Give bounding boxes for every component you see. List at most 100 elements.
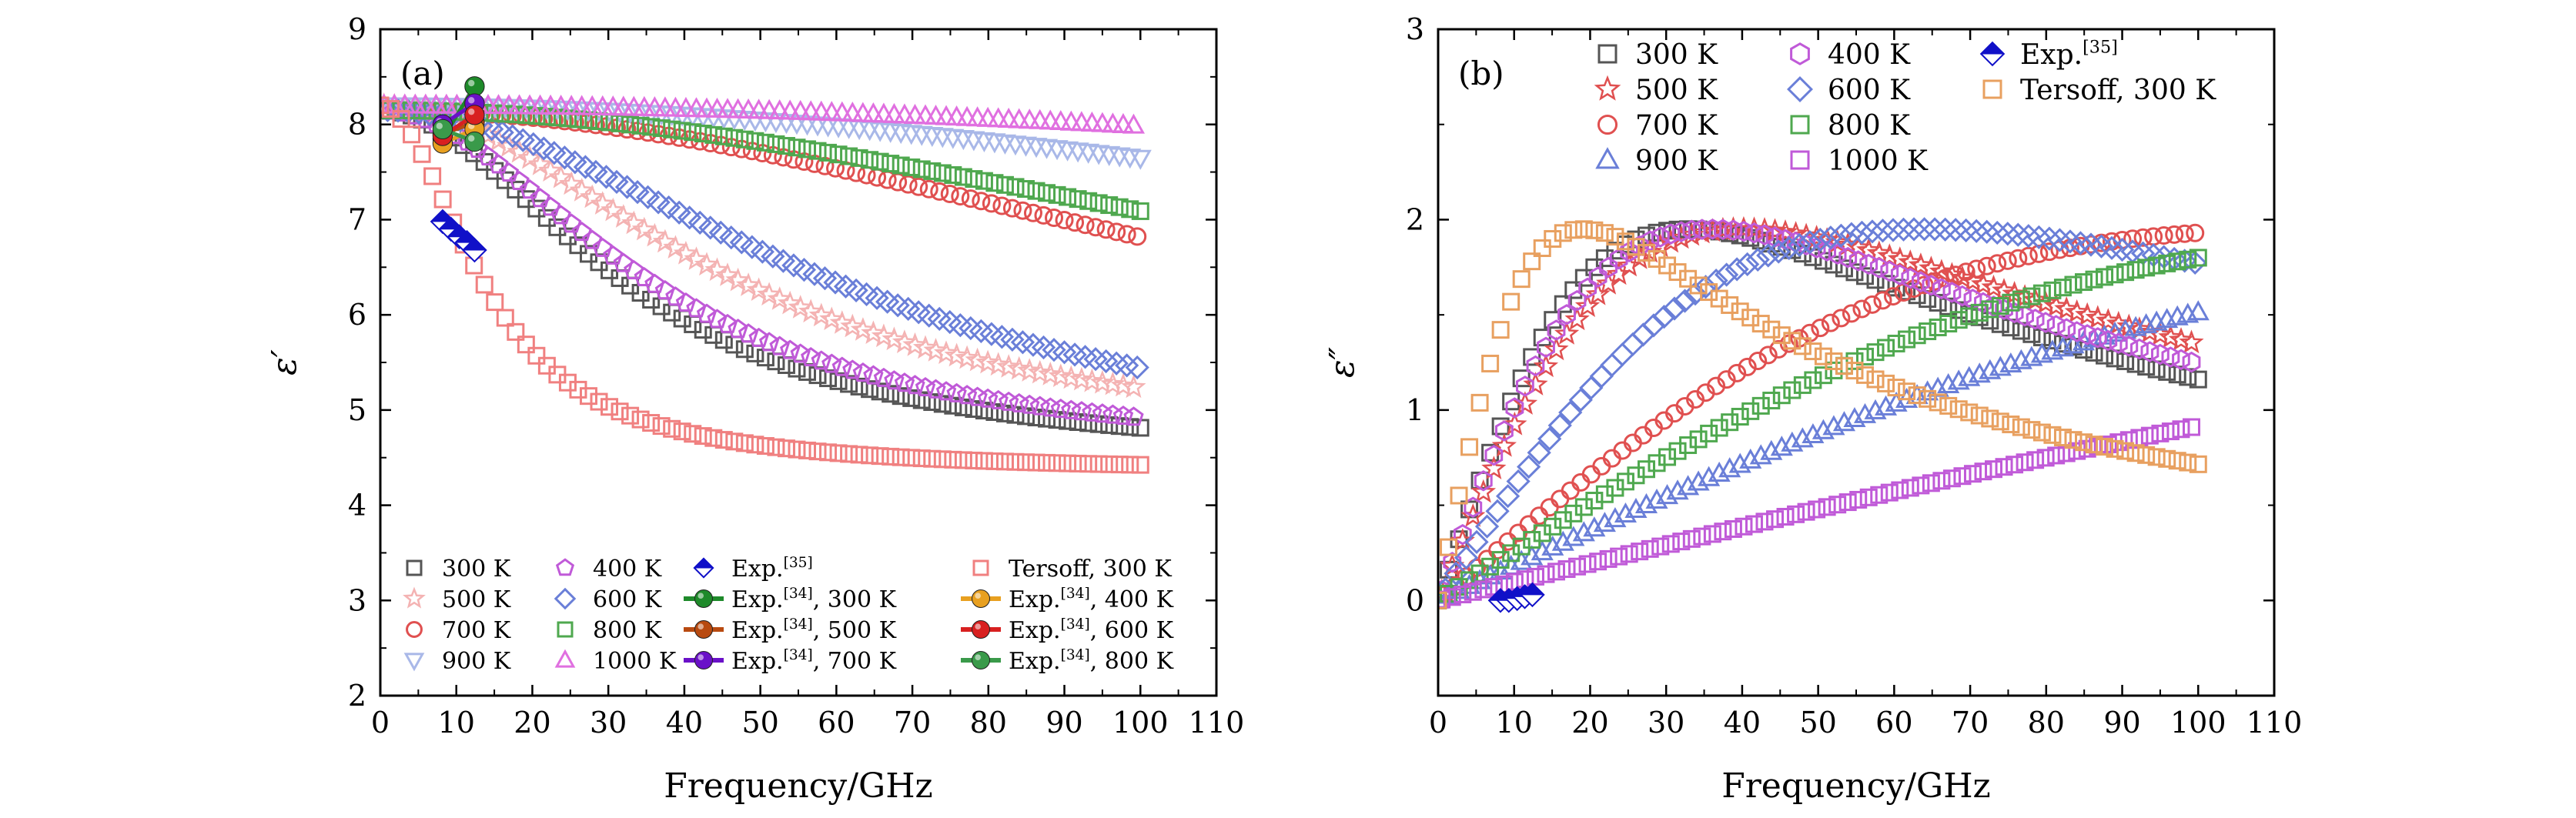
data-point [2116, 263, 2135, 282]
legend-label: Exp.[34], 300 K [731, 586, 897, 613]
data-point [1651, 304, 1677, 329]
data-point [707, 309, 728, 329]
data-point [2096, 308, 2121, 332]
series-800-k [380, 101, 1149, 220]
legend-marker [694, 620, 713, 639]
data-point [1682, 219, 1701, 241]
data-point [2002, 415, 2020, 433]
data-point [914, 104, 937, 125]
data-point [1943, 218, 1968, 242]
data-point [579, 111, 597, 129]
data-point [808, 302, 834, 327]
data-point [673, 240, 699, 265]
data-point [1561, 481, 1580, 500]
data-point [912, 449, 931, 468]
data-point [569, 380, 587, 399]
data-point [840, 313, 865, 338]
data-point [2161, 422, 2180, 441]
data-point [1464, 583, 1482, 601]
legend-marker [1790, 42, 1810, 65]
data-point [1131, 202, 1149, 220]
data-point [1588, 266, 1607, 288]
legend-marker [554, 587, 577, 610]
data-point [955, 345, 980, 369]
data-point [1668, 442, 1687, 460]
data-point [552, 145, 577, 170]
legend-marker [1979, 41, 2006, 67]
legend-label: 700 K [442, 617, 511, 644]
data-point [737, 98, 760, 119]
data-point [912, 160, 931, 179]
data-point [725, 336, 744, 354]
data-point [888, 172, 908, 192]
data-point [812, 266, 838, 291]
data-point [517, 336, 535, 354]
data-point [1079, 192, 1098, 210]
data-point [1855, 267, 1874, 285]
data-point [2126, 444, 2145, 462]
data-point [790, 343, 811, 363]
data-point [2016, 453, 2034, 472]
data-point [1808, 500, 1826, 519]
data-point [1975, 219, 1999, 244]
data-point [1866, 343, 1885, 362]
data-point [1661, 223, 1681, 245]
data-point [1450, 486, 1468, 505]
data-point [1960, 268, 1986, 292]
data-point [2022, 287, 2041, 305]
data-point [1094, 349, 1119, 374]
data-point [903, 103, 927, 125]
data-point [902, 158, 921, 176]
data-point [548, 164, 574, 189]
legend-label: Exp.[34], 700 K [731, 647, 897, 675]
data-point [2175, 224, 2194, 243]
data-point [1071, 401, 1092, 421]
data-point [1891, 217, 1916, 242]
x-tick-label: 10 [1496, 706, 1533, 740]
data-point [1121, 456, 1139, 474]
data-point [995, 175, 1014, 194]
data-point [1745, 247, 1770, 272]
data-point [621, 115, 640, 134]
legend-marker [1790, 150, 1810, 170]
data-point [985, 352, 1011, 376]
data-point [550, 205, 571, 225]
data-point [1887, 334, 1905, 352]
x-axis-label: Frequency/GHz [664, 766, 933, 806]
panel-label: (a) [400, 55, 445, 92]
data-point [1551, 489, 1570, 509]
legend-entry-exp-34-700-k: Exp.[34], 700 K [684, 647, 897, 675]
data-point [988, 389, 1009, 409]
data-point [1604, 506, 1627, 528]
legend: 300 K 500 K 700 K 900 K 400 K 600 K 800 K 1000 … [403, 555, 1174, 675]
data-point [965, 170, 983, 189]
data-point [1606, 479, 1624, 497]
data-point [1783, 381, 1802, 399]
data-point [829, 444, 848, 462]
data-point [1855, 347, 1874, 366]
axis-ticks: 0 10 20 30 40 50 60 70 80 90 100 110 0 1 2 3 [1406, 12, 2302, 740]
data-point [1870, 486, 1889, 504]
data-point [1599, 256, 1618, 279]
data-point [1038, 453, 1056, 472]
data-point [1517, 454, 1541, 479]
data-point [644, 273, 665, 293]
data-point [2116, 442, 2135, 460]
data-point [1505, 397, 1524, 419]
data-point [1083, 347, 1108, 372]
legend-label: 800 K [1828, 110, 1911, 142]
x-tick-label: 70 [1952, 706, 1989, 740]
data-point [2012, 290, 2030, 309]
data-point [563, 150, 587, 175]
data-point [1066, 213, 1085, 232]
data-point [519, 179, 540, 199]
data-point [995, 452, 1014, 471]
data-point [1838, 493, 1857, 512]
data-point [2036, 449, 2055, 467]
x-tick-label: 60 [818, 706, 855, 740]
data-point [1027, 182, 1045, 200]
data-point [1579, 376, 1604, 400]
data-point [1021, 332, 1045, 357]
data-point [1117, 225, 1136, 244]
data-point [2182, 351, 2201, 373]
